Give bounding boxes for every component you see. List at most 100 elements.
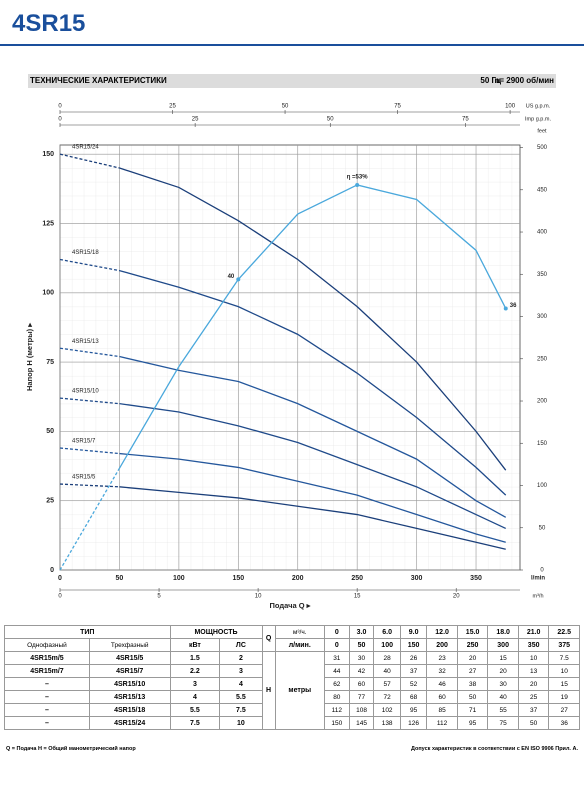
cell: 50 <box>517 716 550 730</box>
axis-unit: Imp g.p.m. <box>525 116 551 122</box>
curve <box>119 452 506 543</box>
cell: 4SR15/13 <box>88 690 171 704</box>
th: Трехфазный <box>88 638 171 652</box>
cell: 38 <box>456 677 489 691</box>
cell: 3 <box>169 677 221 691</box>
cell: 26 <box>399 651 428 665</box>
curve <box>59 153 120 169</box>
section-bar: ТЕХНИЧЕСКИЕ ХАРАКТЕРИСТИКИ 50 Гц n= 2900… <box>28 74 556 88</box>
cell: 7.5 <box>548 651 580 665</box>
y2-tick-label: 50 <box>539 525 546 531</box>
cell: 10 <box>548 664 580 678</box>
y2-tick-label: 350 <box>537 272 548 278</box>
cell: 60 <box>348 677 375 691</box>
cell: 2.2 <box>169 664 221 678</box>
y-tick-label: 150 <box>42 151 54 158</box>
axis-unit: US g.p.m. <box>526 103 551 109</box>
plot-area <box>59 144 521 571</box>
cell: 50 <box>348 638 375 652</box>
eta-point <box>503 306 508 311</box>
cell: 46 <box>426 677 458 691</box>
cell: H <box>261 651 276 730</box>
cell: 55 <box>487 703 519 717</box>
cell: 7.5 <box>219 703 263 717</box>
cell: 30 <box>348 651 375 665</box>
cell: 27 <box>456 664 489 678</box>
cell: 138 <box>373 716 401 730</box>
cell: 7.5 <box>169 716 221 730</box>
y-axis-label: Напор H (метры) ▸ <box>25 322 34 391</box>
cell: 19 <box>548 690 580 704</box>
cell: 4SR15m/5 <box>4 651 90 665</box>
cell: 18.0 <box>487 625 519 639</box>
cell: 25 <box>517 690 550 704</box>
cell: 77 <box>348 690 375 704</box>
chart: Напор H (метры) ▸ Подача Q ▸ 0 50 100 150 20… <box>25 103 551 610</box>
y-tick-label: 75 <box>46 359 54 366</box>
eta-point <box>236 277 241 282</box>
cell: 4 <box>169 690 221 704</box>
cell: 75 <box>487 716 519 730</box>
cell: 12.0 <box>426 625 458 639</box>
th: м³/ч. <box>274 625 325 639</box>
x2-tick-label: 0 <box>58 594 62 600</box>
y2-axis-label: feet <box>537 128 547 134</box>
curve <box>119 486 506 550</box>
th: ЛС <box>219 638 263 652</box>
cell: 62 <box>323 677 350 691</box>
curve-label: 4SR15/18 <box>72 250 99 256</box>
y2-tick-label: 500 <box>537 145 548 151</box>
y-tick-label: 125 <box>42 220 54 227</box>
cell: 36 <box>548 716 580 730</box>
cell: 15.0 <box>456 625 489 639</box>
x-tick-label: 0 <box>58 575 62 582</box>
cell: 9.0 <box>399 625 428 639</box>
x2-tick-label: 10 <box>255 594 262 600</box>
cell: 57 <box>373 677 401 691</box>
cell: 5.5 <box>169 703 221 717</box>
cell: 10 <box>517 651 550 665</box>
cell: 102 <box>373 703 401 717</box>
cell: 200 <box>426 638 458 652</box>
cell: 13 <box>517 664 550 678</box>
curve-label: 4SR15/10 <box>72 389 99 395</box>
cell: 4SR15m/7 <box>4 664 90 678</box>
y2-tick-label: 200 <box>537 399 548 405</box>
cell: 71 <box>456 703 489 717</box>
cell: метры <box>274 651 325 730</box>
cell: 20 <box>487 664 519 678</box>
cell: 4SR15/10 <box>88 677 171 691</box>
cell: 80 <box>323 690 350 704</box>
title-rule <box>0 44 584 46</box>
cell: – <box>4 677 90 691</box>
x2-tick-label: 50 <box>327 117 334 123</box>
cell: 42 <box>348 664 375 678</box>
cell: – <box>4 716 90 730</box>
cell: 375 <box>548 638 580 652</box>
cell: 15 <box>548 677 580 691</box>
curve <box>119 167 507 471</box>
cell: 32 <box>426 664 458 678</box>
cell: 52 <box>399 677 428 691</box>
curve <box>59 258 120 272</box>
cell: 4SR15/7 <box>88 664 171 678</box>
cell: 22.5 <box>548 625 580 639</box>
axis-unit: m³/h <box>533 593 544 599</box>
th: Однофазный <box>4 638 90 652</box>
cell: 350 <box>517 638 550 652</box>
cell: 10 <box>219 716 263 730</box>
cell: 30 <box>487 677 519 691</box>
cell: 95 <box>399 703 428 717</box>
eta-label: 36 <box>510 303 517 309</box>
eta-label: 40 <box>228 274 235 280</box>
curve-label: 4SR15/24 <box>72 145 99 151</box>
y2-tick-label: 0 <box>540 568 544 574</box>
cell: 0 <box>323 625 350 639</box>
footer-tolerance: Допуск характеристик в соответствии с EN… <box>411 746 578 752</box>
x-unit: l/min <box>531 576 545 582</box>
x2-tick-label: 0 <box>58 104 62 110</box>
cell: 5.5 <box>219 690 263 704</box>
cell: 85 <box>426 703 458 717</box>
cell: 3.0 <box>348 625 375 639</box>
